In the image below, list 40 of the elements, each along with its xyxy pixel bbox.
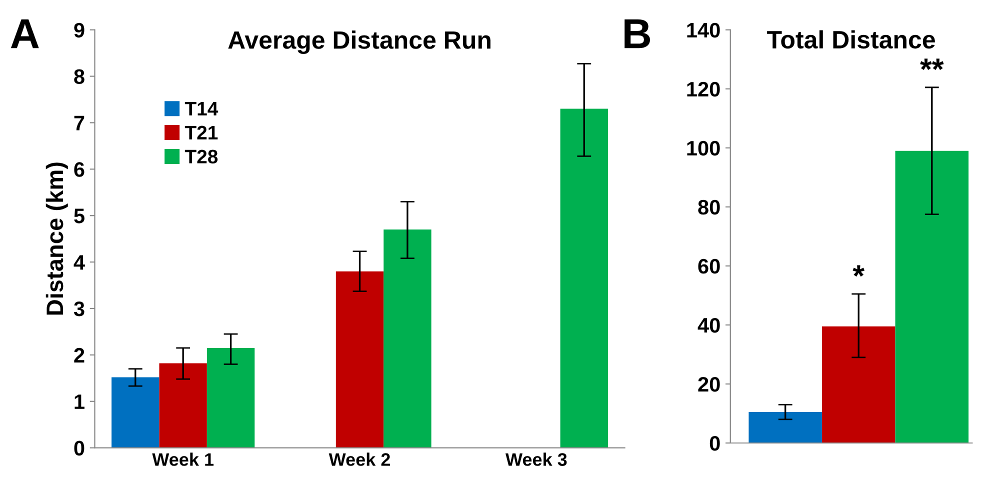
y-tick-label: 1 — [74, 394, 84, 409]
bar — [822, 326, 896, 443]
legend-label: T14 — [184, 102, 218, 116]
x-tick-label: Week 1 — [152, 452, 214, 466]
y-tick-label: 3 — [74, 301, 84, 316]
y-axis-title: Distance (km) — [46, 162, 68, 315]
x-tick-label: Week 3 — [506, 452, 567, 466]
y-tick-label: 80 — [698, 200, 720, 215]
chart-title: Average Distance Run — [228, 30, 490, 54]
y-tick-label: 9 — [74, 22, 84, 38]
text: A — [10, 19, 39, 48]
y-tick-label: 7 — [74, 116, 84, 130]
bar — [159, 363, 207, 448]
bar — [748, 412, 822, 443]
y-tick-label: 5 — [74, 208, 84, 224]
y-tick-label: 140 — [687, 22, 720, 38]
y-tick-label: 60 — [698, 258, 720, 274]
bar — [384, 230, 432, 448]
legend-label: T21 — [184, 126, 218, 140]
bar — [112, 377, 160, 448]
y-tick-label: 100 — [687, 140, 720, 156]
data-label: * — [852, 265, 865, 277]
y-tick-label: 6 — [74, 162, 84, 177]
y-tick-label: 8 — [74, 69, 84, 84]
y-tick-label: 0 — [710, 436, 720, 451]
bar — [336, 271, 384, 448]
y-tick-label: 120 — [687, 82, 720, 97]
chart-title: Total Distance — [767, 30, 935, 49]
y-tick-label: 2 — [74, 348, 84, 362]
y-tick-label: 0 — [74, 440, 84, 456]
x-tick-label: Week 2 — [328, 452, 390, 466]
bar — [206, 348, 255, 448]
annotation: B — [624, 19, 650, 48]
y-tick-label: 4 — [74, 255, 85, 270]
data-label: ** — [920, 58, 944, 70]
bar — [895, 150, 969, 443]
bar — [560, 108, 608, 448]
y-tick-label: 20 — [698, 376, 720, 392]
y-tick-label: 40 — [698, 318, 720, 333]
legend-label: T28 — [184, 150, 218, 164]
